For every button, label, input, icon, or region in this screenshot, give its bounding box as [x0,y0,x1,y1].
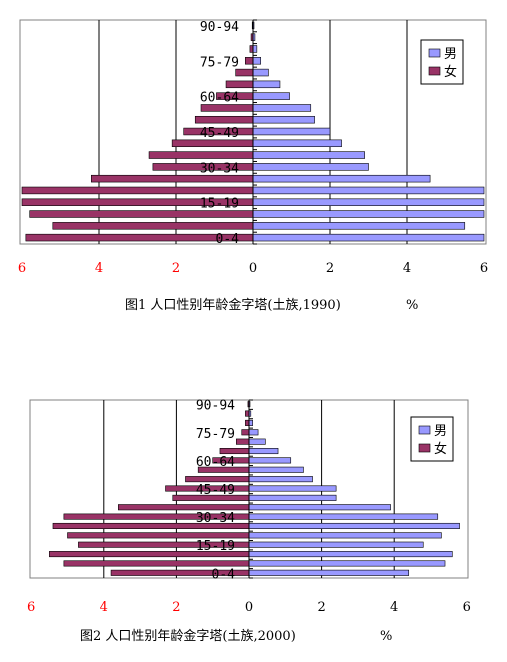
age-label-15-19: 15-19 [200,197,239,212]
bar-female-20-24 [21,186,254,195]
bar-male-65-69 [252,80,281,89]
bar-male-10-14 [252,210,485,218]
age-label-30-34: 30-34 [196,511,235,526]
bar-male-70-74 [252,68,269,77]
bar-male-40-44 [252,139,342,148]
x-tick-label: 0 [249,261,257,276]
x-tick-label: 2 [317,600,325,615]
legend-swatch-male [418,425,431,435]
x-tick-label: 0 [245,600,253,615]
age-label-0-4: 0-4 [212,567,236,582]
x-tick-label: 6 [463,600,471,615]
bar-male-50-54 [252,115,315,124]
age-label-75-79: 75-79 [200,55,239,70]
chart-canvas-2000: 0-4 15-19 30-34 45-49 60-64 75-79 90-94 6 4 2 0 2 4 6… [27,399,471,615]
legend-box [420,39,464,85]
bar-male-80-84 [248,419,253,426]
unit-label-2000: % [380,629,393,644]
bar-male-75-79 [248,429,259,436]
legend-label-female: 女 [434,441,447,457]
bar-male-15-19 [248,541,424,548]
age-label-45-49: 45-49 [200,126,239,141]
bar-male-45-49 [252,127,331,136]
population-pyramid-1990: 0-4 15-19 30-34 45-49 60-64 75-79 90-94 6 4 2 0 2 4 6… [0,0,507,330]
x-tick-label: 6 [27,600,35,615]
x-tick-label: 2 [326,261,334,276]
bar-female-65-69 [225,80,254,89]
bar-male-10-14 [248,551,453,558]
x-tick-label: 4 [100,600,108,615]
caption-text: 图1 人口性别年龄金字塔(土族,1990) [125,298,341,313]
age-label-60-64: 60-64 [200,91,239,106]
bar-female-50-54 [185,476,250,483]
caption-text: 图2 人口性别年龄金字塔(土族,2000) [80,629,296,644]
x-tick-label: 4 [390,600,398,615]
age-label-45-49: 45-49 [196,483,235,498]
bar-female-65-69 [219,448,250,455]
bar-male-5-9 [248,560,446,567]
bar-male-70-74 [248,438,266,445]
legend-swatch-female [428,66,441,76]
bar-male-65-69 [248,448,279,455]
bar-male-35-39 [248,504,391,511]
bar-female-50-54 [194,115,254,124]
bar-male-20-24 [248,532,442,539]
population-pyramid-2000: 0-4 15-19 30-34 45-49 60-64 75-79 90-94 6 4 2 0 2 4 6… [0,335,507,662]
bar-female-5-9 [63,560,250,567]
bar-male-0-4 [252,233,485,242]
bar-female-85-89 [245,410,250,417]
legend-label-male: 男 [434,424,447,439]
bar-male-5-9 [252,222,466,230]
bar-male-30-34 [252,163,369,171]
x-tick-label: 2 [172,600,180,615]
bar-female-35-39 [148,151,254,159]
bar-male-35-39 [252,151,365,159]
bar-male-15-19 [252,198,485,206]
unit-label-1990: % [406,298,419,313]
bar-male-55-59 [252,104,312,112]
bar-male-75-79 [252,57,261,65]
bar-male-55-59 [248,466,304,473]
bar-male-60-64 [252,92,290,100]
x-tick-label: 6 [18,261,26,276]
chart-canvas-1990: 0-4 15-19 30-34 45-49 60-64 75-79 90-94 6 4 2 0 2 4 6… [18,19,488,276]
age-label-0-4: 0-4 [216,232,240,247]
bar-female-35-39 [118,504,250,511]
legend-swatch-female [418,443,431,453]
chart-caption-2000: 图2 人口性别年龄金字塔(土族,2000) [80,625,296,644]
bar-male-25-29 [252,174,431,183]
bar-male-60-64 [248,457,292,464]
bar-male-80-84 [252,45,258,53]
bar-female-70-74 [235,438,250,445]
legend-label-female: 女 [444,64,457,80]
bar-female-20-24 [67,532,250,539]
bar-male-40-44 [248,494,337,501]
bar-female-5-9 [52,222,254,230]
bar-male-25-29 [248,522,460,529]
age-label-90-94: 90-94 [196,399,235,414]
legend-label-male: 男 [444,47,457,62]
x-tick-label: 4 [95,261,103,276]
age-label-60-64: 60-64 [196,455,235,470]
x-tick-label: 6 [480,261,488,276]
bar-female-75-79 [241,429,250,436]
bar-male-20-24 [252,186,485,195]
bar-male-50-54 [248,476,313,483]
x-tick-label: 4 [403,261,411,276]
bar-female-80-84 [245,419,250,426]
age-label-15-19: 15-19 [196,539,235,554]
bar-female-75-79 [245,57,254,65]
bar-male-45-49 [248,485,337,492]
age-label-75-79: 75-79 [196,427,235,442]
x-tick-label: 2 [172,261,180,276]
legend-box [410,416,454,462]
age-label-90-94: 90-94 [200,20,239,35]
age-label-30-34: 30-34 [200,161,239,176]
chart-caption-1990: 图1 人口性别年龄金字塔(土族,1990) [125,294,341,313]
bar-male-30-34 [248,513,439,520]
bar-male-0-4 [248,569,410,576]
legend-swatch-male [428,48,441,58]
